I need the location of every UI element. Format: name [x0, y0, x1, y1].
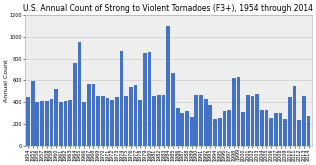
Bar [50, 99, 53, 146]
Bar [129, 87, 133, 146]
Bar [68, 99, 72, 146]
Bar [297, 120, 301, 146]
Bar [237, 77, 240, 146]
Bar [264, 110, 268, 146]
Bar [185, 111, 189, 146]
Bar [288, 97, 292, 146]
Bar [251, 96, 254, 146]
Bar [307, 116, 310, 146]
Bar [115, 97, 119, 146]
Bar [152, 96, 156, 146]
Bar [222, 111, 226, 146]
Bar [73, 63, 76, 146]
Bar [96, 96, 100, 146]
Bar [279, 113, 283, 146]
Text: Data Sources: NOAA/ NWS Storm Prediction Center: Data Sources: NOAA/ NWS Storm Prediction… [204, 159, 310, 163]
Bar [148, 52, 151, 146]
Bar [120, 51, 123, 146]
Bar [171, 73, 175, 146]
Bar [143, 53, 147, 146]
Bar [269, 118, 273, 146]
Bar [190, 117, 193, 146]
Bar [209, 105, 212, 146]
Bar [302, 96, 306, 146]
Bar [213, 119, 217, 146]
Bar [274, 113, 278, 146]
Bar [232, 78, 236, 146]
Bar [162, 95, 166, 146]
Bar [204, 99, 208, 146]
Bar [199, 95, 203, 146]
Bar [260, 110, 264, 146]
Bar [40, 101, 44, 146]
Bar [64, 101, 67, 146]
Y-axis label: Annual Count: Annual Count [4, 59, 9, 102]
Bar [124, 96, 128, 146]
Bar [101, 96, 105, 146]
Bar [59, 102, 63, 146]
Bar [134, 85, 137, 146]
Bar [283, 118, 287, 146]
Bar [82, 102, 86, 146]
Bar [35, 102, 39, 146]
Bar [92, 84, 95, 146]
Bar [255, 94, 259, 146]
Title: U.S. Annual Count of Strong to Violent Tornadoes (F3+), 1954 through 2014: U.S. Annual Count of Strong to Violent T… [23, 4, 313, 13]
Bar [26, 97, 30, 146]
Bar [45, 101, 49, 146]
Bar [87, 84, 91, 146]
Bar [110, 100, 114, 146]
Bar [227, 110, 231, 146]
Bar [54, 89, 58, 146]
Bar [138, 100, 142, 146]
Bar [194, 95, 198, 146]
Bar [167, 26, 170, 146]
Bar [176, 108, 179, 146]
Bar [180, 113, 184, 146]
Bar [106, 98, 109, 146]
Bar [218, 118, 222, 146]
Bar [77, 42, 81, 146]
Bar [293, 85, 296, 146]
Bar [246, 95, 250, 146]
Bar [31, 81, 34, 146]
Bar [241, 112, 245, 146]
Bar [157, 95, 161, 146]
